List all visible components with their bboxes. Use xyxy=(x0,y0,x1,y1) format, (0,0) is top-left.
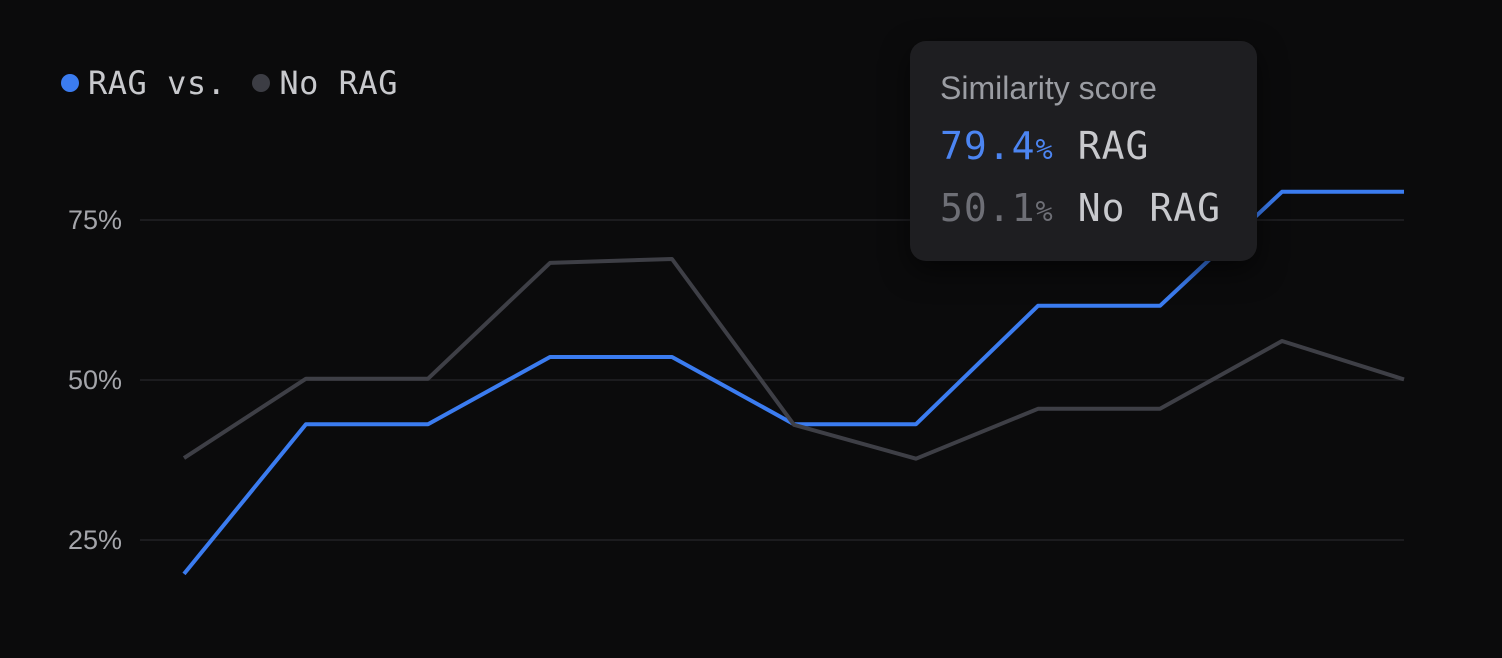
y-axis-tick-label: 25% xyxy=(67,525,122,555)
tooltip-label-no-rag: No RAG xyxy=(1077,186,1221,230)
tooltip-row-rag: 79.4% RAG xyxy=(940,117,1227,179)
tooltip-value-no-rag: 50.1% xyxy=(940,186,1054,230)
legend-label-rag: RAG vs. xyxy=(88,64,227,102)
tooltip: Similarity score 79.4% RAG 50.1% No RAG xyxy=(910,41,1257,261)
legend-label-no-rag: No RAG xyxy=(279,64,398,102)
tooltip-label-rag: RAG xyxy=(1077,124,1150,168)
tooltip-value-rag: 79.4% xyxy=(940,124,1054,168)
tooltip-row-no-rag: 50.1% No RAG xyxy=(940,179,1227,241)
rag-series-dot-icon xyxy=(61,74,79,92)
legend: RAG vs. No RAG xyxy=(61,64,398,102)
y-axis-tick-label: 75% xyxy=(67,205,122,235)
no-rag-series-dot-icon xyxy=(252,74,271,92)
y-axis-tick-label: 50% xyxy=(67,365,122,395)
tooltip-title: Similarity score xyxy=(940,70,1157,106)
no-rag-line[interactable] xyxy=(182,257,1405,461)
